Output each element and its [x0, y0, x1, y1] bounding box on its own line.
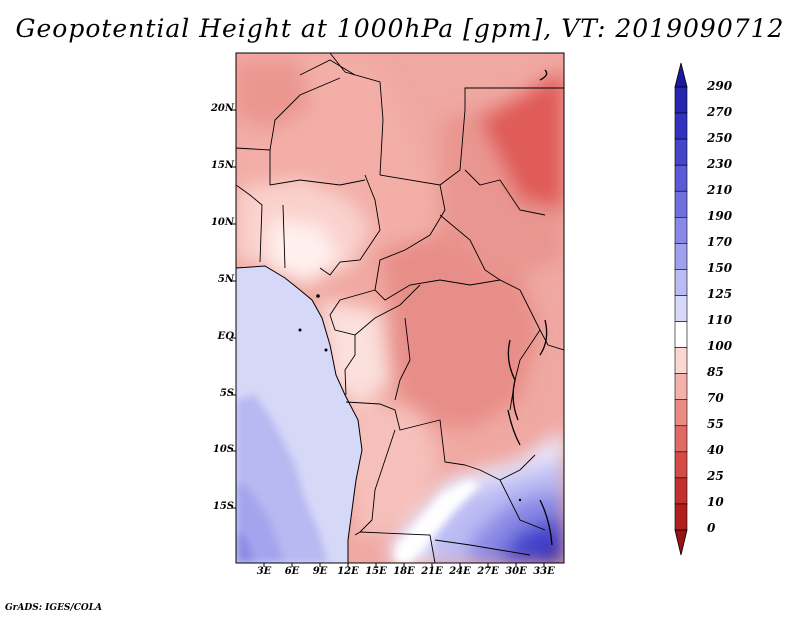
colorbar-label: 170	[707, 235, 733, 249]
colorbar-label: 10	[707, 495, 724, 509]
lat-label: 15S	[212, 501, 234, 512]
lon-label: 30E	[505, 566, 527, 577]
lon-label: 9E	[312, 566, 328, 577]
colorbar-segment	[674, 243, 688, 270]
colorbar-label: 110	[707, 313, 733, 327]
colorbar-segment	[674, 269, 688, 296]
shaded-field	[236, 53, 564, 563]
lon-label: 33E	[533, 566, 555, 577]
grads-credit: GrADS: IGES/COLA	[5, 603, 103, 613]
colorbar-segment	[674, 86, 688, 114]
lon-label: 24E	[449, 566, 471, 577]
lon-label: 27E	[477, 566, 499, 577]
colorbar-segment	[674, 477, 688, 505]
colorbar-label: 125	[707, 287, 733, 301]
lon-label: 18E	[393, 566, 415, 577]
lon-label: 3E	[256, 566, 272, 577]
map-title: Geopotential Height at 1000hPa [gpm], VT…	[15, 14, 785, 43]
lon-label: 15E	[365, 566, 387, 577]
lat-label: 10S	[212, 444, 234, 455]
colorbar-segment	[674, 190, 688, 218]
colorbar-label: 100	[707, 339, 733, 353]
colorbar-label: 85	[707, 365, 724, 379]
lat-ticks	[232, 109, 236, 509]
lat-label: EQ	[217, 331, 234, 342]
colorbar-label: 290	[707, 79, 733, 93]
colorbar-segment	[674, 451, 688, 479]
lat-label: 5S	[219, 388, 234, 399]
colorbar-segment	[674, 321, 688, 348]
colorbar-segment	[674, 347, 688, 374]
colorbar-segment	[674, 373, 688, 401]
colorbar-top-arrow	[674, 62, 688, 88]
plot-frame	[235, 52, 565, 564]
colorbar-segments	[674, 86, 688, 531]
colorbar-segment	[674, 216, 688, 244]
lat-label: 10N	[210, 217, 234, 228]
lat-label: 20N	[210, 103, 234, 114]
colorbar-label: 190	[707, 209, 733, 223]
colorbar-segment	[674, 503, 688, 531]
lat-label: 15N	[210, 160, 234, 171]
colorbar-label: 270	[707, 105, 733, 119]
colorbar-label: 0	[707, 521, 716, 535]
colorbar-label: 55	[707, 417, 724, 431]
lat-label: 5N	[217, 274, 234, 285]
colorbar-label: 230	[707, 157, 733, 171]
colorbar-segment	[674, 164, 688, 192]
colorbar-label: 150	[707, 261, 733, 275]
colorbar-label: 250	[707, 131, 733, 145]
lon-label: 12E	[337, 566, 359, 577]
colorbar-label: 25	[707, 469, 724, 483]
colorbar-segment	[674, 425, 688, 453]
lon-ticks	[263, 563, 545, 567]
colorbar-label: 210	[707, 183, 733, 197]
colorbar-segment	[674, 399, 688, 427]
colorbar-segment	[674, 295, 688, 322]
colorbar-label: 40	[707, 443, 724, 457]
colorbar-bottom-arrow	[674, 529, 688, 556]
colorbar-segment	[674, 138, 688, 166]
lon-label: 21E	[421, 566, 443, 577]
lon-label: 6E	[284, 566, 300, 577]
colorbar-segment	[674, 112, 688, 140]
colorbar-label: 70	[707, 391, 724, 405]
